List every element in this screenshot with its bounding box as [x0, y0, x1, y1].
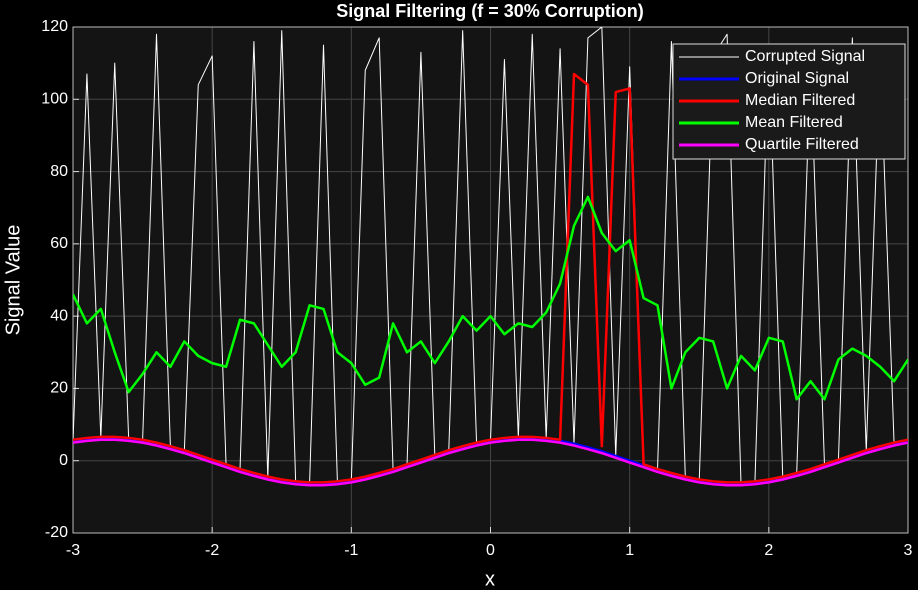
y-tick-label: -20 — [45, 524, 68, 541]
legend-label: Corrupted Signal — [745, 48, 865, 65]
x-tick-label: 1 — [625, 542, 634, 559]
x-axis-label: x — [485, 568, 495, 590]
legend-label: Quartile Filtered — [745, 136, 859, 153]
series-line — [73, 195, 908, 401]
legend-label: Mean Filtered — [745, 114, 843, 131]
x-tick-label: 2 — [764, 542, 773, 559]
chart-title: Signal Filtering (f = 30% Corruption) — [336, 1, 644, 21]
y-tick-label: 80 — [50, 163, 68, 180]
x-tick-label: -2 — [205, 542, 219, 559]
x-tick-label: 3 — [904, 542, 913, 559]
x-tick-label: -1 — [344, 542, 358, 559]
legend-label: Median Filtered — [745, 92, 855, 109]
y-tick-label: 60 — [50, 235, 68, 252]
y-tick-label: 20 — [50, 380, 68, 397]
x-tick-label: 0 — [486, 542, 495, 559]
series-line — [73, 438, 908, 487]
axes-box — [72, 26, 909, 534]
series-line — [73, 72, 908, 484]
legend-label: Original Signal — [745, 70, 849, 87]
x-tick-label: -3 — [66, 542, 80, 559]
y-tick-label: 120 — [41, 18, 68, 35]
y-axis-label: Signal Value — [2, 225, 24, 336]
y-tick-label: 40 — [50, 307, 68, 324]
plot-lines — [73, 27, 908, 487]
y-tick-label: 0 — [59, 452, 68, 469]
y-tick-label: 100 — [41, 91, 68, 108]
